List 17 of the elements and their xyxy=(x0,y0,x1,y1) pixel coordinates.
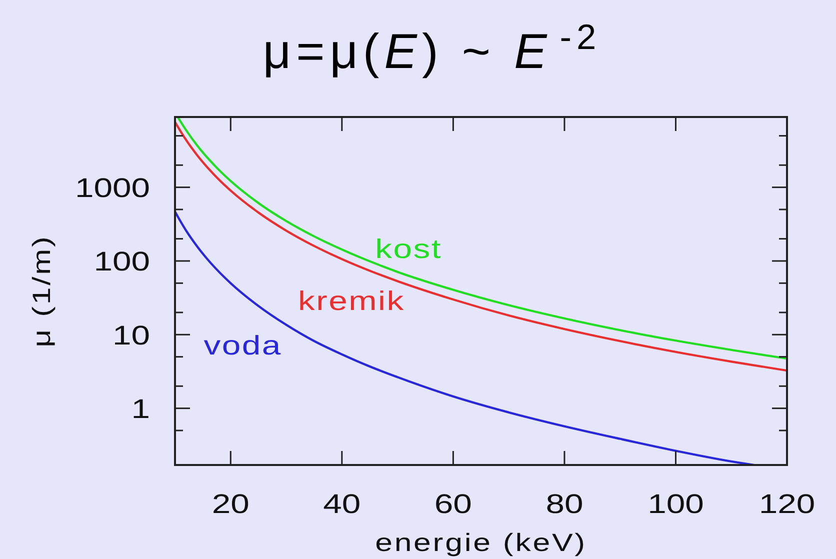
x-tick-label: 40 xyxy=(323,489,361,520)
y-tick-label: 10 xyxy=(112,320,150,351)
x-tick-label: 20 xyxy=(212,489,250,520)
series-label: kremik xyxy=(298,286,405,316)
x-tick-label: 120 xyxy=(758,489,816,520)
x-tick-label: 60 xyxy=(434,489,472,520)
line-series xyxy=(175,210,755,465)
y-axis-title: μ (1/m) xyxy=(27,234,56,348)
y-tick-label: 100 xyxy=(94,246,150,277)
x-tick-label: 80 xyxy=(546,489,584,520)
x-tick-label: 100 xyxy=(648,489,704,520)
x-axis-title: energie (keV) xyxy=(375,528,587,556)
series-label: voda xyxy=(204,330,282,361)
chart-title: μ=μ(E) ~ E$^{-2}$ xyxy=(262,18,602,79)
series-label: kost xyxy=(375,234,442,264)
y-tick-label: 1000 xyxy=(74,173,150,204)
y-tick-label: 1 xyxy=(131,394,150,424)
